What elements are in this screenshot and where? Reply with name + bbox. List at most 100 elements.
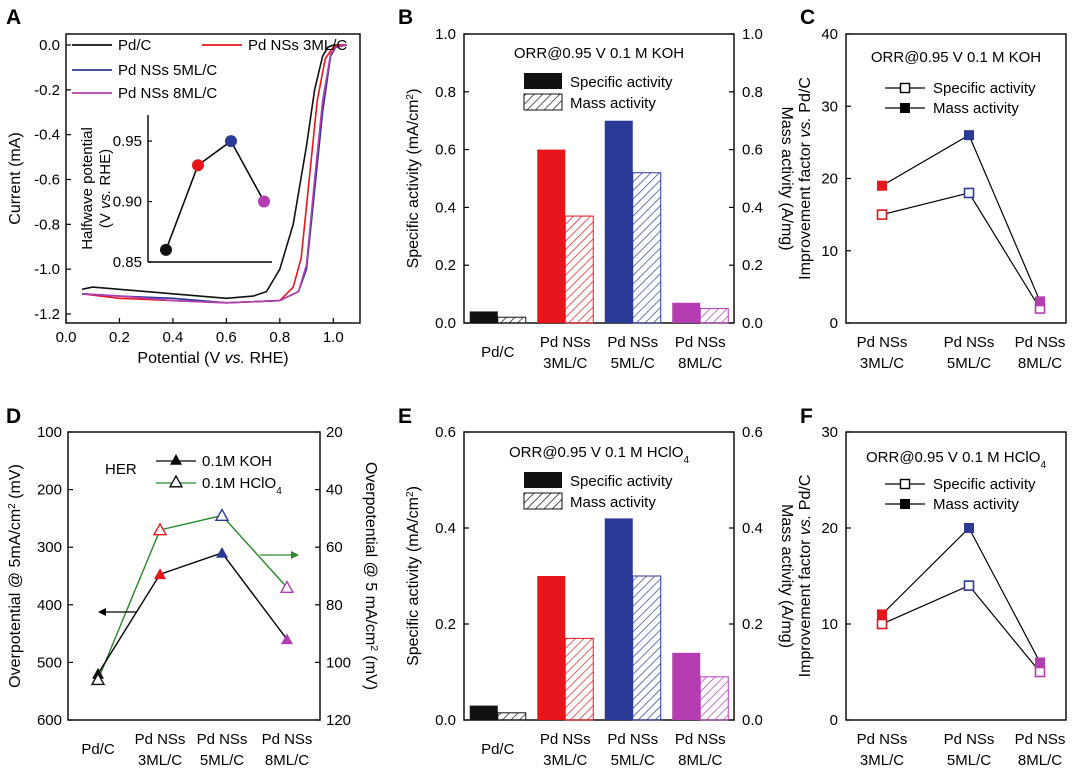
chart-f-y-ticklabel: 0 — [830, 712, 838, 729]
chart-a-series-line — [81, 44, 347, 300]
chart-b-y-ticklabel: 0.0 — [435, 315, 456, 332]
chart-d-category-label-line1: Pd NSs — [135, 731, 186, 748]
chart-b-bar-specific — [672, 302, 701, 323]
chart-b-legend-swatch-specific — [524, 73, 562, 89]
chart-e-legend-swatch-specific — [524, 472, 562, 488]
chart-f-marker-mass — [877, 609, 887, 620]
chart-f-line-specific — [881, 584, 1041, 673]
chart-a-y-ticklabel: -0.6 — [34, 172, 60, 189]
chart-b-y2-axis-label: Mass activity (A/mg) — [778, 106, 795, 250]
chart-a-lsv: 0.0 0.2 0.4 0.6 0.8 1.0 0.0 -0.2 -0.4 -0.6 -0.8 -1.… — [7, 33, 361, 367]
chart-a-x-ticklabel: 0.0 — [56, 329, 77, 346]
panel-label-f: F — [800, 405, 813, 428]
chart-a-y-ticklabel: 0.0 — [39, 37, 60, 54]
chart-c-y-ticklabel: 10 — [821, 243, 838, 260]
chart-c-koh-improvement: 0 10 20 30 40 Pd NSs 3ML/C Pd NSs 5ML/C Pd NSs 8ML… — [797, 26, 1067, 372]
chart-b-y2-ticklabel: 0.6 — [742, 142, 763, 159]
chart-e-category-label-line2: 8ML/C — [678, 752, 722, 769]
chart-d-marker-hclo4 — [90, 672, 106, 686]
chart-d-y2-ticklabel: 20 — [326, 424, 343, 441]
chart-d-line-hclo4 — [97, 514, 288, 680]
chart-c-frame — [845, 33, 1067, 324]
chart-c-legend-marker-specific — [899, 82, 911, 94]
chart-f-legend-label-specific: Specific activity — [933, 476, 1036, 493]
chart-f-category-label-line2: 5ML/C — [947, 752, 991, 769]
chart-b-legend-swatch-mass — [523, 93, 563, 111]
chart-e-bar-mass — [497, 712, 527, 721]
chart-e-y2-ticklabel: 0.4 — [742, 520, 763, 537]
chart-b-y-ticklabel: 0.8 — [435, 84, 456, 101]
chart-c-y-axis-label: Improvement factor vs. Pd/C — [797, 77, 814, 280]
chart-e-y2-ticklabel: 0.6 — [742, 424, 763, 441]
chart-c-y-ticklabel: 20 — [821, 171, 838, 188]
chart-a-y-ticklabel: -0.2 — [34, 82, 60, 99]
chart-a-inset-ticklabel: 0.85 — [113, 254, 142, 271]
chart-a-inset-point — [192, 159, 204, 172]
chart-d-y2-ticklabel: 60 — [326, 539, 343, 556]
chart-e-category-label-line1: Pd NSs — [607, 731, 658, 748]
chart-d-category-label: Pd/C — [81, 741, 115, 758]
chart-e-y-ticklabel: 0.6 — [435, 424, 456, 441]
chart-c-marker-specific — [876, 209, 888, 220]
chart-a-x-axis-label: Potential (V vs. RHE) — [137, 350, 288, 367]
chart-a-legend-label: Pd NSs 3ML/C — [248, 37, 347, 54]
chart-d-arrowhead-left — [98, 608, 106, 616]
chart-e-category-label-line2: 3ML/C — [543, 752, 587, 769]
chart-d-legend-label-koh: 0.1M KOH — [202, 453, 272, 470]
panel-label-b: B — [398, 6, 413, 29]
chart-b-y2-ticklabel: 1.0 — [742, 26, 763, 43]
chart-b-y2-ticklabel: 0.8 — [742, 84, 763, 101]
chart-c-category-label-line1: Pd NSs — [944, 334, 995, 351]
chart-d-y-axis-label: Overpotential @ 5mA/cm2 (mV) — [7, 464, 25, 688]
chart-e-category-label-line1: Pd NSs — [540, 731, 591, 748]
chart-f-y-ticklabel: 10 — [821, 616, 838, 633]
chart-f-y-ticklabel: 30 — [821, 424, 838, 441]
panel-label-d: D — [6, 405, 21, 428]
chart-f-title: ORR@0.95 V 0.1 M HClO4 — [866, 449, 1046, 471]
chart-d-y-ticklabel: 200 — [37, 482, 62, 499]
chart-a-inset-point — [160, 243, 172, 256]
chart-d-legend-marker-koh — [170, 454, 182, 465]
chart-b-category-label-line1: Pd NSs — [540, 334, 591, 351]
chart-a-y-ticklabel: -0.4 — [34, 127, 60, 144]
chart-a-inset-ticklabel: 0.95 — [113, 133, 142, 150]
chart-e-y-ticklabel: 0.0 — [435, 712, 456, 729]
chart-b-bar-specific — [604, 120, 633, 323]
chart-b-bar-specific — [469, 311, 498, 323]
chart-e-legend-swatch-mass — [523, 492, 563, 510]
chart-e-y-ticklabel: 0.4 — [435, 520, 456, 537]
chart-e-y-axis-label: Specific activity (mA/cm2) — [405, 486, 423, 666]
chart-c-marker-mass — [964, 130, 974, 141]
chart-e-frame — [463, 431, 735, 721]
chart-a-x-ticklabel: 0.6 — [216, 329, 237, 346]
chart-b-category-label-line2: 8ML/C — [678, 355, 722, 372]
chart-a-y-ticklabel: -1.2 — [34, 306, 60, 323]
chart-b-category-label-line1: Pd NSs — [675, 334, 726, 351]
panel-label-a: A — [6, 6, 21, 29]
chart-d-legend-marker-hclo4 — [168, 474, 184, 488]
chart-b-y-ticklabel: 0.6 — [435, 142, 456, 159]
chart-b-y-ticklabel: 0.4 — [435, 199, 456, 216]
chart-d-y-ticklabel: 100 — [37, 424, 62, 441]
chart-f-legend-marker-specific — [899, 478, 911, 490]
chart-f-y-axis-label: Improvement factor vs. Pd/C — [797, 475, 814, 678]
chart-f-category-label-line2: 3ML/C — [860, 752, 904, 769]
chart-b-legend-label-specific: Specific activity — [570, 74, 673, 91]
chart-b-legend-label-mass: Mass activity — [570, 95, 656, 112]
chart-c-line-specific — [881, 192, 1041, 309]
chart-a-legend-label: Pd NSs 8ML/C — [118, 85, 217, 102]
chart-f-category-label-line1: Pd NSs — [1015, 731, 1066, 748]
chart-d-y2-ticklabel: 80 — [326, 597, 343, 614]
chart-e-category-label-line2: 5ML/C — [611, 752, 655, 769]
chart-b-y-axis-label: Specific activity (mA/cm2) — [405, 89, 423, 269]
chart-f-category-label-line1: Pd NSs — [857, 731, 908, 748]
chart-a-inset-line — [165, 139, 265, 251]
chart-d-category-label-line2: 5ML/C — [200, 752, 244, 769]
chart-e-y2-ticklabel: 0.0 — [742, 712, 763, 729]
chart-c-category-label-line2: 3ML/C — [860, 355, 904, 372]
chart-b-category-label: Pd/C — [481, 344, 515, 361]
chart-f-marker-specific — [876, 618, 888, 630]
chart-b-category-label-line1: Pd NSs — [607, 334, 658, 351]
chart-d-y-ticklabel: 600 — [37, 712, 62, 729]
chart-e-hclo4-activity: 0.0 0.2 0.4 0.6 0.0 0.2 0.4 0.6 Pd/C Pd NSs 3ML/C P… — [405, 424, 796, 769]
